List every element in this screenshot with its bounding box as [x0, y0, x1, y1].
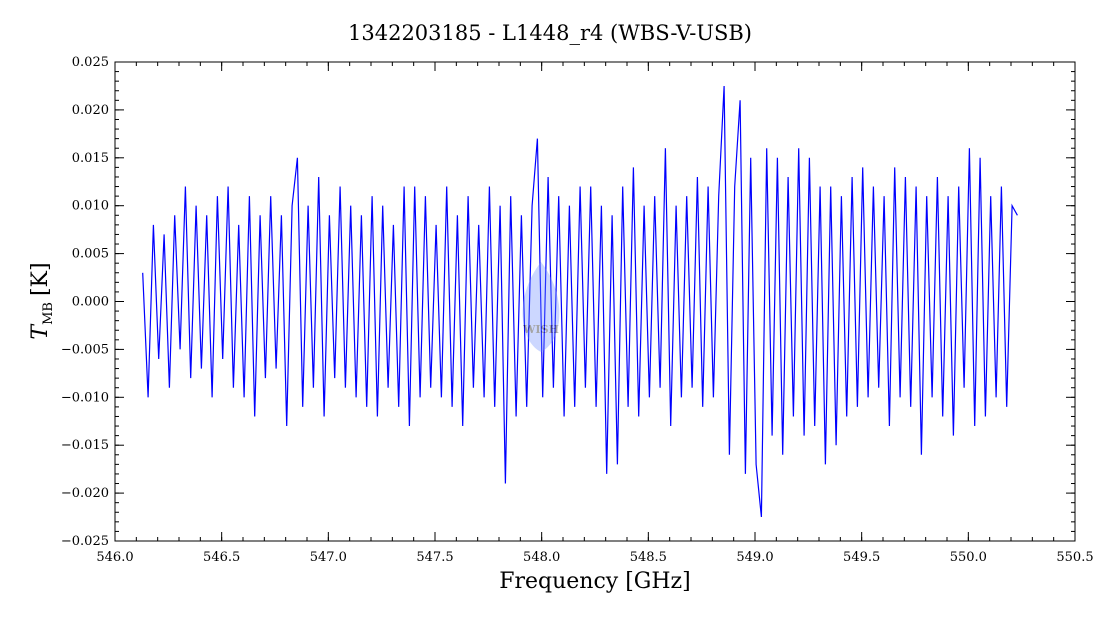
plot-area: WISH: [142, 85, 1018, 518]
y-tick-label: 0.005: [72, 247, 109, 262]
svg-text:WISH: WISH: [522, 323, 559, 336]
y-label-unit: [K]: [28, 262, 53, 296]
x-tick-label: 546.5: [203, 550, 240, 565]
y-tick-label: 0.010: [72, 199, 109, 214]
chart-title: 1342203185 - L1448_r4 (WBS-V-USB): [348, 21, 752, 45]
y-tick-label: −0.010: [61, 390, 109, 405]
y-tick-label: −0.020: [61, 486, 109, 501]
y-tick-label: 0.000: [72, 295, 109, 310]
x-tick-label: 548.0: [523, 550, 560, 565]
x-tick-label: 547.5: [416, 550, 453, 565]
x-tick-label: 550.0: [950, 550, 987, 565]
y-tick-label: 0.025: [72, 55, 109, 70]
x-tick-label: 549.5: [843, 550, 880, 565]
x-tick-label: 550.5: [1056, 550, 1093, 565]
x-tick-label: 549.0: [736, 550, 773, 565]
x-tick-label: 547.0: [310, 550, 347, 565]
plot-frame: [114, 61, 1076, 542]
y-tick-label: −0.015: [61, 438, 109, 453]
x-tick-label: 548.5: [630, 550, 667, 565]
y-tick-label: 0.020: [72, 103, 109, 118]
axis-ticks: 546.0 546.5 547.0 547.5 548.0 548.5 549.0 549.5…: [61, 55, 1094, 565]
y-tick-label: −0.005: [61, 342, 109, 357]
y-tick-label: 0.015: [72, 151, 109, 166]
spectrum-line: [142, 85, 1018, 518]
y-label-sub: MB: [41, 302, 56, 325]
svg-text:TMB[K]: TMB [K]: [28, 262, 56, 339]
y-tick-label: −0.025: [61, 534, 109, 549]
y-axis-label: TMB [K]: [28, 262, 56, 339]
wish-watermark: WISH: [522, 262, 560, 352]
x-tick-label: 546.0: [96, 550, 133, 565]
y-label-main: T: [28, 323, 53, 340]
x-axis-label: Frequency [GHz]: [499, 569, 691, 594]
